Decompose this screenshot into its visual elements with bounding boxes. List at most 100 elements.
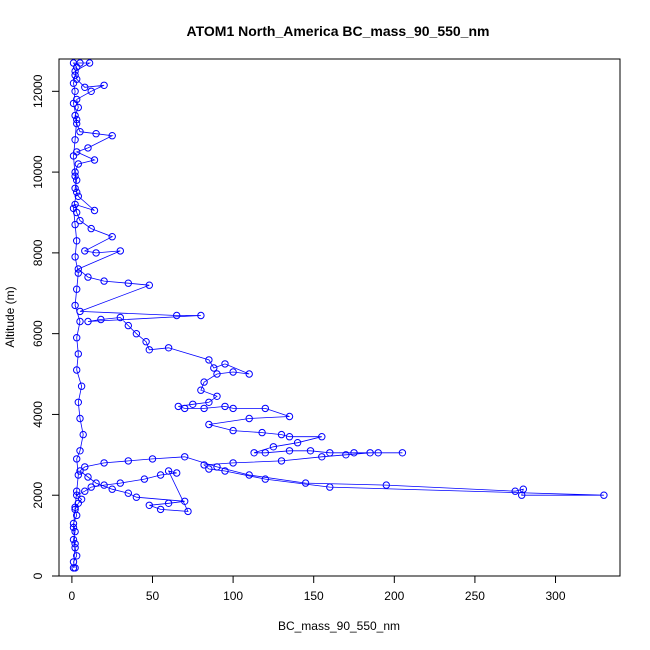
data-point (145, 501, 154, 509)
data-point (71, 168, 79, 176)
data-point (84, 473, 92, 481)
data-point (374, 449, 382, 457)
x-tick-label: 200 (384, 589, 404, 603)
x-tick-label: 300 (546, 589, 566, 603)
data-point (71, 172, 79, 180)
data-point (84, 317, 92, 326)
data-point (164, 467, 173, 475)
data-point (142, 338, 150, 346)
data-point (229, 404, 237, 413)
data-point (69, 79, 78, 87)
data-point (73, 176, 81, 184)
data-point (92, 479, 100, 487)
data-point (76, 307, 84, 316)
data-point (71, 253, 79, 261)
x-axis-label: BC_mass_90_550_nm (278, 619, 400, 633)
data-point (156, 505, 165, 514)
data-point (229, 459, 237, 467)
y-tick-label: 10000 (31, 155, 45, 189)
data-point (164, 499, 173, 507)
data-point (184, 507, 192, 516)
y-tick-label: 0 (31, 572, 45, 579)
data-point (74, 160, 83, 168)
data-point (181, 453, 189, 461)
x-tick-label: 50 (146, 589, 160, 603)
data-point (350, 449, 358, 457)
data-point (518, 491, 526, 499)
data-point (261, 404, 269, 413)
data-point (71, 200, 79, 209)
data-point (285, 447, 294, 455)
data-point (398, 449, 407, 457)
data-point (77, 495, 86, 503)
data-point (245, 414, 253, 423)
data-point (174, 402, 183, 411)
data-point (69, 564, 78, 572)
data-point (76, 414, 84, 423)
data-point (84, 273, 92, 281)
data-point (73, 119, 81, 128)
data-point (73, 285, 81, 293)
data-point (301, 479, 310, 487)
data-point (73, 63, 81, 71)
data-point (213, 463, 221, 471)
data-point (71, 184, 79, 193)
data-point (92, 249, 100, 257)
data-point (73, 455, 81, 463)
y-tick-label: 12000 (31, 74, 45, 108)
data-point (90, 206, 99, 215)
data-point (318, 433, 326, 441)
data-point (71, 544, 79, 552)
data-point (92, 130, 100, 138)
data-point (74, 398, 83, 406)
data-point (100, 81, 108, 90)
data-point (600, 491, 608, 499)
data-point (90, 156, 99, 164)
data-point (229, 368, 237, 376)
data-point (342, 451, 350, 459)
data-point (250, 449, 258, 457)
data-point (245, 370, 253, 378)
data-point (285, 412, 294, 421)
data-point (74, 192, 83, 201)
data-point (277, 430, 286, 439)
data-point (173, 469, 181, 477)
data-point (221, 360, 229, 368)
data-point (79, 430, 87, 439)
data-point (69, 204, 78, 213)
data-point (197, 311, 205, 320)
x-axis: 0 50 100 150 200 250 300 (69, 576, 566, 603)
data-point (71, 540, 79, 548)
data-point (100, 459, 108, 467)
data-point (74, 350, 83, 358)
data-point (87, 483, 95, 491)
data-point (124, 489, 133, 497)
data-point (318, 453, 326, 461)
data-point (205, 398, 213, 406)
plot-box (58, 58, 621, 577)
y-tick-label: 2000 (31, 482, 45, 509)
data-point (140, 475, 149, 483)
data-point (69, 99, 78, 108)
data-point (97, 315, 105, 324)
data-point (71, 505, 79, 514)
data-point (116, 313, 125, 322)
data-point (71, 220, 79, 229)
data-point (71, 67, 79, 75)
data-point (71, 136, 79, 144)
data-point (73, 552, 81, 560)
data-point (221, 402, 229, 411)
data-point (132, 493, 141, 501)
data-point (69, 523, 78, 532)
chart-title: ATOM1 North_America BC_mass_90_550_nm (187, 23, 490, 39)
data-point (326, 483, 334, 491)
data-point (366, 449, 374, 457)
y-tick-label: 4000 (31, 401, 45, 428)
data-point (132, 330, 141, 338)
data-point (71, 87, 79, 96)
data-point (74, 471, 83, 479)
x-tick-label: 0 (69, 589, 76, 603)
data-point (205, 420, 213, 429)
data-point (197, 386, 205, 394)
